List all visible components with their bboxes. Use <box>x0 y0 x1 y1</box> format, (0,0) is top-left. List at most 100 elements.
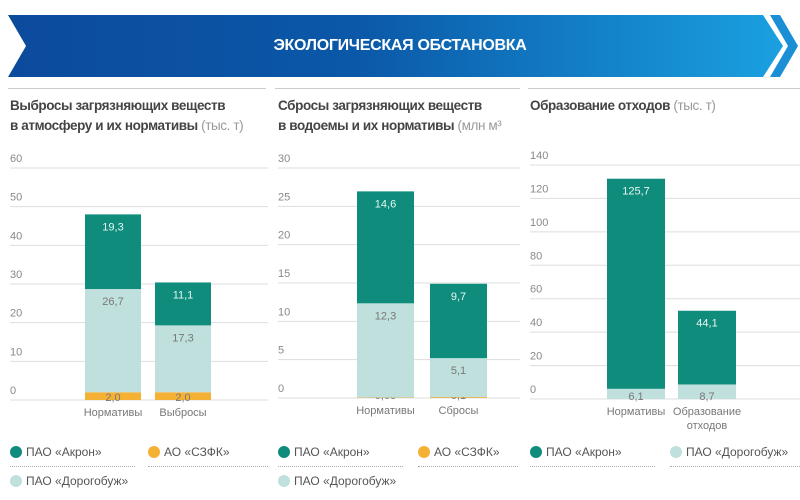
bar-segment <box>607 178 665 389</box>
legend-label: АО «СЗФК» <box>164 445 230 459</box>
y-tick-label: 60 <box>530 284 542 296</box>
bar-segment <box>678 310 736 385</box>
title-line1: Образование отходов <box>530 98 670 113</box>
y-tick-label: 25 <box>278 191 290 203</box>
divider <box>10 466 135 467</box>
legend-label: ПАО «Дорогобуж» <box>686 445 789 459</box>
y-tick-label: 100 <box>530 217 548 229</box>
divider <box>670 466 800 467</box>
divider <box>8 88 266 89</box>
title-line1: Сбросы загрязняющих веществ <box>278 98 482 113</box>
x-tick-label: Выбросы <box>159 407 206 419</box>
y-tick-label: 5 <box>278 345 284 357</box>
y-tick-label: 50 <box>10 192 22 204</box>
x-tick-label: Сбросы <box>439 405 479 417</box>
legend-dot-icon <box>530 446 542 458</box>
y-tick-label: 40 <box>530 317 542 329</box>
x-tick-label: Нормативы <box>607 406 666 418</box>
legend-akron: ПАО «Акрон» <box>530 445 622 459</box>
legend-akron: ПАО «Акрон» <box>10 445 102 459</box>
legend-dot-icon <box>670 446 682 458</box>
bar-segment <box>430 358 487 398</box>
y-tick-label: 40 <box>10 230 22 242</box>
legend-szfk: АО «СЗФК» <box>418 445 500 459</box>
y-tick-label: 0 <box>278 383 284 395</box>
legend-dot-icon <box>10 475 22 487</box>
y-tick-label: 20 <box>10 308 22 320</box>
bar-segment <box>85 289 141 393</box>
data-label: 125,7 <box>622 186 650 198</box>
legend-label: ПАО «Акрон» <box>26 445 102 459</box>
legend-dot-icon <box>148 446 160 458</box>
data-label: 12,3 <box>375 310 396 322</box>
legend-dot-icon <box>278 475 290 487</box>
bar-segment <box>155 282 211 326</box>
y-tick-label: 10 <box>10 346 22 358</box>
legend-akron: ПАО «Акрон» <box>278 445 370 459</box>
unit-label: (тыс. т) <box>201 118 244 133</box>
data-label: 26,7 <box>102 296 123 308</box>
legend-label: ПАО «Акрон» <box>546 445 622 459</box>
legend-label: ПАО «Дорогобуж» <box>26 474 129 488</box>
y-tick-label: 120 <box>530 183 548 195</box>
bar-segment <box>155 392 211 400</box>
divider <box>275 88 520 89</box>
title-line2: в атмосферу и их нормативы <box>10 118 198 133</box>
data-label: 9,7 <box>451 291 466 303</box>
y-tick-label: 60 <box>10 153 22 165</box>
y-tick-label: 10 <box>278 306 290 318</box>
bar-segment <box>85 392 141 400</box>
legend-dorogobuzh: ПАО «Дорогобуж» <box>278 474 396 488</box>
y-tick-label: 0 <box>530 384 536 396</box>
y-tick-label: 30 <box>10 269 22 281</box>
x-tick-label: Образование <box>673 406 741 418</box>
data-label: 6,1 <box>628 391 643 403</box>
bar-segment <box>155 325 211 393</box>
x-tick-label: отходов <box>687 420 728 432</box>
title-line2: в водоемы и их нормативы <box>278 118 455 133</box>
chart-title-discharges: Сбросы загрязняющих веществ в водоемы и … <box>278 96 502 136</box>
section-banner <box>8 15 798 77</box>
data-label: 11,1 <box>173 289 194 301</box>
data-label: 17,3 <box>172 332 193 344</box>
y-tick-label: 20 <box>530 351 542 363</box>
data-label: 14,6 <box>375 198 396 210</box>
data-label: 8,7 <box>699 391 714 403</box>
divider <box>530 466 655 467</box>
legend-dot-icon <box>10 446 22 458</box>
bar-segment <box>678 384 736 399</box>
legend-label: ПАО «Дорогобуж» <box>294 474 397 488</box>
unit-label: (тыс. т) <box>673 98 716 113</box>
divider <box>528 88 800 89</box>
data-label: 5,1 <box>451 365 466 377</box>
chart-title-waste: Образование отходов (тыс. т) <box>530 96 716 116</box>
y-tick-label: 20 <box>278 230 290 242</box>
y-tick-label: 80 <box>530 250 542 262</box>
data-label: 2,0 <box>175 392 190 404</box>
bar-segment <box>607 388 665 399</box>
y-tick-label: 30 <box>278 153 290 165</box>
y-tick-label: 15 <box>278 268 290 280</box>
bar-segment <box>357 191 414 304</box>
legend-label: ПАО «Акрон» <box>294 445 370 459</box>
data-label: 44,1 <box>696 318 717 330</box>
bar-segment <box>85 214 141 290</box>
legend-dot-icon <box>418 446 430 458</box>
page-title: ЭКОЛОГИЧЕСКАЯ ОБСТАНОВКА <box>273 37 527 54</box>
y-tick-label: 140 <box>530 150 548 162</box>
legend-dot-icon <box>278 446 290 458</box>
legend-label: АО «СЗФК» <box>434 445 500 459</box>
data-label: 19,3 <box>102 221 123 233</box>
unit-label: (млн м³ <box>457 118 502 133</box>
divider <box>278 466 403 467</box>
y-tick-label: 0 <box>10 385 16 397</box>
legend-dorogobuzh: ПАО «Дорогобуж» <box>10 474 128 488</box>
legend-dorogobuzh: ПАО «Дорогобуж» <box>670 445 788 459</box>
chart-title-emissions: Выбросы загрязняющих веществ в атмосферу… <box>10 96 244 136</box>
divider <box>418 466 518 467</box>
title-line1: Выбросы загрязняющих веществ <box>10 98 226 113</box>
x-tick-label: Нормативы <box>84 407 143 419</box>
x-tick-label: Нормативы <box>356 405 415 417</box>
data-label: 2,0 <box>105 392 120 404</box>
